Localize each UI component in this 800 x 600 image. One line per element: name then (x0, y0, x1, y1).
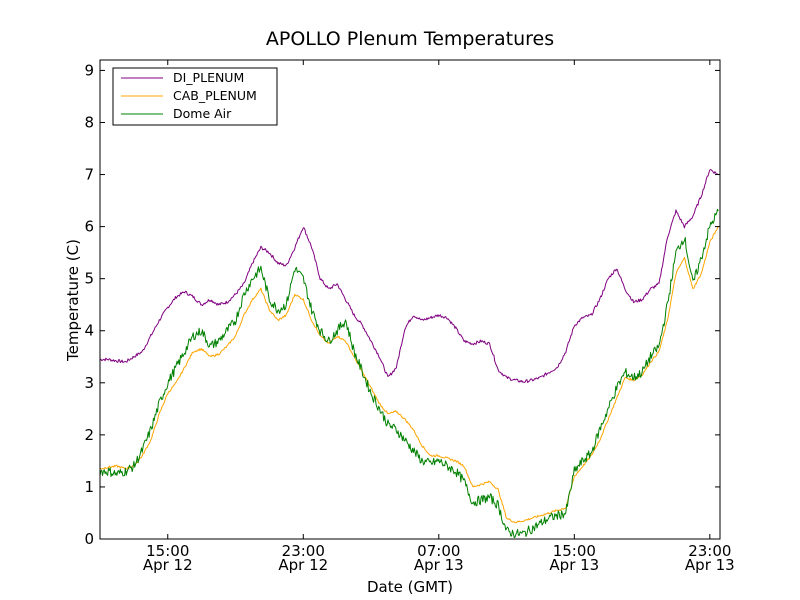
series-layer (99, 169, 719, 539)
x-tick-label-time: 15:00 (146, 542, 189, 560)
y-tick-label: 2 (84, 426, 94, 444)
x-tick-label-date: Apr 12 (278, 556, 328, 574)
y-tick-label: 0 (84, 530, 94, 548)
x-tick-label-date: Apr 13 (414, 556, 464, 574)
x-axis-label: Date (GMT) (367, 578, 453, 596)
y-tick-label: 4 (84, 322, 94, 340)
series-line-dome-air (99, 208, 719, 539)
x-tick-label-date: Apr 13 (549, 556, 599, 574)
y-tick-label: 8 (84, 113, 94, 131)
legend: DI_PLENUM CAB_PLENUM Dome Air (112, 67, 278, 126)
x-tick-label-time: 07:00 (417, 542, 460, 560)
legend-label-di-plenum: DI_PLENUM (173, 70, 244, 85)
x-tick-label-time: 23:00 (688, 542, 731, 560)
x-tick-label-time: 23:00 (282, 542, 325, 560)
y-tick-label: 3 (84, 374, 94, 392)
legend-label-cab-plenum: CAB_PLENUM (173, 88, 257, 103)
y-axis-label: Temperature (C) (64, 239, 82, 362)
x-tick-label-time: 15:00 (553, 542, 596, 560)
x-tick-label-date: Apr 13 (685, 556, 735, 574)
chart-title: APOLLO Plenum Temperatures (266, 28, 554, 50)
x-tick-label-date: Apr 12 (143, 556, 193, 574)
plot-area-frame (99, 59, 721, 540)
series-line-cab-plenum (99, 226, 719, 524)
y-tick-label: 5 (84, 270, 94, 288)
series-line-di-plenum (99, 169, 719, 383)
y-tick-label: 6 (84, 218, 94, 236)
y-tick-label: 9 (84, 61, 94, 79)
y-tick-label: 7 (84, 166, 94, 184)
legend-label-dome-air: Dome Air (173, 106, 232, 121)
y-tick-label: 1 (84, 478, 94, 496)
